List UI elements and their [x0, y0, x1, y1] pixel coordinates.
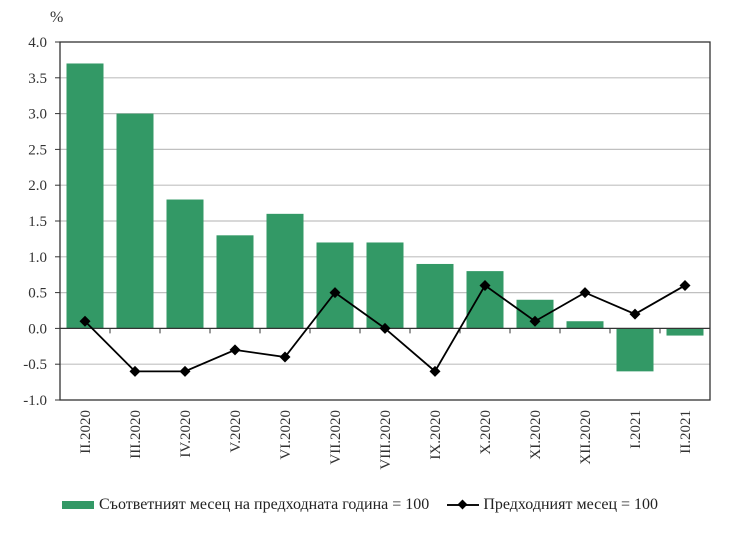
y-unit-label: %	[50, 9, 63, 26]
y-tick-label: -1.0	[23, 393, 47, 409]
diamond-marker-icon	[579, 287, 591, 299]
diamond-marker-icon	[479, 279, 491, 291]
diamond-marker-icon	[79, 315, 91, 327]
bar-XII.2020	[566, 321, 604, 329]
diamond-marker-icon	[629, 308, 641, 320]
bar-IX.2020	[416, 263, 454, 329]
legend: Съответният месец на предходната година …	[62, 496, 658, 514]
x-tick-label: X.2020	[478, 410, 494, 455]
y-tick-label: -0.5	[23, 357, 47, 373]
x-tick-label: VIII.2020	[378, 410, 394, 470]
x-tick-label: III.2020	[128, 410, 144, 459]
diamond-marker-icon	[329, 287, 341, 299]
y-tick-label: 2.0	[28, 178, 47, 194]
x-tick-label: I.2021	[628, 410, 644, 449]
diamond-marker-icon	[229, 344, 241, 356]
bar-III.2020	[116, 113, 154, 329]
x-axis-labels: II.2020 III.2020 IV.2020 V.2020 VI.2020 VII.2…	[78, 410, 694, 470]
bar-I.2021	[616, 328, 654, 372]
legend-bar-label: Съответният месец на предходната година …	[99, 496, 430, 513]
diamond-marker-icon	[429, 365, 441, 377]
bar-VIII.2020	[366, 242, 404, 329]
diamond-marker-icon	[529, 315, 541, 327]
bar-V.2020	[216, 235, 254, 329]
x-tick-label: II.2020	[78, 410, 94, 454]
y-tick-label: 0.0	[28, 321, 47, 337]
y-tick-label: 3.0	[28, 107, 47, 123]
line-diamond-marker-icon	[447, 499, 480, 510]
x-tick-label: V.2020	[228, 410, 244, 453]
legend-item-line: Предходният месец = 100	[429, 496, 658, 514]
bar-VII.2020	[316, 242, 354, 329]
bar-series	[66, 63, 704, 372]
x-tick-label: IV.2020	[178, 410, 194, 458]
bar-IV.2020	[166, 199, 204, 329]
diamond-marker-icon	[279, 351, 291, 363]
bar-swatch-icon	[62, 501, 94, 509]
y-tick-label: 0.5	[28, 286, 47, 302]
bar-II.2020	[66, 63, 104, 329]
y-tick-label: 3.5	[28, 71, 47, 87]
x-tick-label: VII.2020	[328, 410, 344, 465]
bar-X.2020	[466, 271, 504, 329]
diamond-marker-icon	[379, 322, 391, 334]
bar-II.2021	[666, 328, 704, 336]
y-tick-label: 1.5	[28, 214, 47, 230]
bar-VI.2020	[266, 213, 304, 329]
diamond-marker-icon	[129, 365, 141, 377]
y-axis-ticks: -1.0 -0.5 0.0 0.5 1.0 1.5 2.0 2.5 3.0 3.5 4.0	[23, 35, 60, 409]
diamond-marker-icon	[179, 365, 191, 377]
x-tick-label: XII.2020	[578, 410, 594, 465]
x-tick-label: XI.2020	[528, 410, 544, 460]
line-series	[79, 279, 691, 377]
legend-item-bar: Съответният месец на предходната година …	[62, 496, 429, 514]
y-tick-label: 1.0	[28, 250, 47, 266]
x-tick-label: IX.2020	[428, 410, 444, 460]
legend-line-label: Предходният месец = 100	[483, 496, 659, 513]
x-tick-label: VI.2020	[278, 410, 294, 460]
y-tick-label: 2.5	[28, 142, 47, 158]
x-tick-label: II.2021	[678, 410, 694, 454]
diamond-marker-icon	[679, 279, 691, 291]
y-tick-label: 4.0	[28, 35, 47, 51]
